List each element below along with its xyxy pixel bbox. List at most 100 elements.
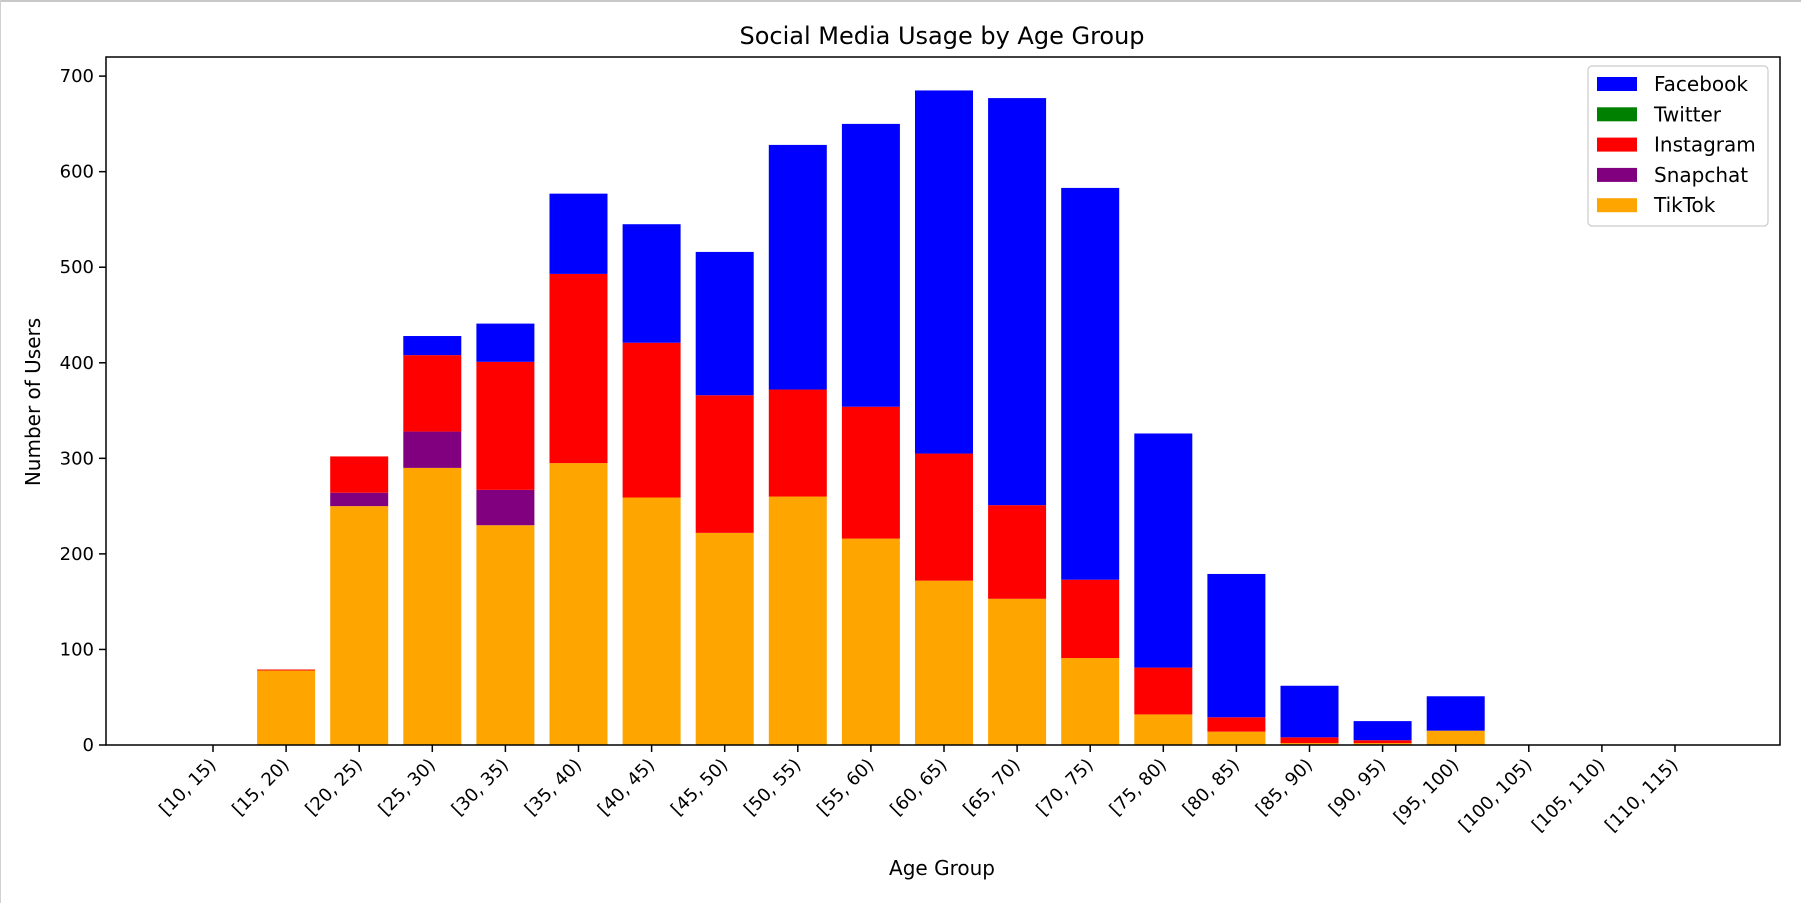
bar-tiktok-45-50 [695,532,754,745]
y-tick-label: 200 [60,544,94,565]
x-tick-label: [100, 105) [1455,755,1536,836]
x-axis-title: Age Group [889,856,995,880]
bar-tiktok-15-20 [257,670,316,745]
legend: Facebook Twitter Instagram Snapchat TikTok [1587,65,1769,227]
bar-instagram-25-30 [403,355,462,432]
bar-instagram-30-35 [476,361,535,490]
bar-facebook-90-95 [1353,721,1412,741]
bar-snapchat-20-25 [330,492,389,507]
bar-facebook-70-75 [1061,187,1120,580]
bar-facebook-40-45 [622,224,681,343]
y-axis: 0 100 200 300 400 500 600 700 [60,66,106,756]
x-tick-label: [95, 100) [1390,755,1463,828]
window-top-border [0,0,1801,2]
y-tick-label: 400 [60,353,94,374]
bar-tiktok-85-90 [1280,743,1339,745]
legend-swatch-facebook [1597,77,1637,91]
y-tick-label: 100 [60,639,94,660]
bar-instagram-90-95 [1353,740,1412,744]
bar-tiktok-30-35 [476,525,535,745]
x-tick-label: [55, 60) [813,755,878,820]
x-tick-label: [30, 35) [448,755,513,820]
x-tick-label: [105, 110) [1528,755,1609,836]
y-tick-label: 300 [60,448,94,469]
bar-tiktok-70-75 [1061,658,1120,745]
bar-facebook-75-80 [1134,433,1193,668]
x-tick-label: [90, 95) [1325,755,1390,820]
x-tick-label: [80, 85) [1179,755,1244,820]
bar-instagram-80-85 [1207,717,1266,732]
legend-label-twitter: Twitter [1653,102,1722,126]
bar-facebook-65-70 [988,98,1047,506]
y-axis-title: Number of Users [21,318,45,486]
bar-instagram-35-40 [549,273,608,464]
bar-snapchat-25-30 [403,431,462,468]
y-tick-label: 700 [60,66,94,87]
bar-tiktok-95-100 [1426,730,1485,745]
bar-instagram-75-80 [1134,667,1193,715]
y-tick-label: 500 [60,257,94,278]
bar-facebook-35-40 [549,193,608,274]
bar-instagram-15-20 [257,669,316,671]
x-tick-label: [65, 70) [959,755,1024,820]
plot-frame [105,56,1781,746]
x-tick-label: [70, 75) [1032,755,1097,820]
bar-tiktok-80-85 [1207,731,1266,745]
x-tick-label: [15, 20) [228,755,293,820]
bar-facebook-25-30 [403,336,462,356]
x-tick-label: [40, 45) [594,755,659,820]
bar-tiktok-35-40 [549,463,608,745]
bar-snapchat-30-35 [476,489,535,526]
bar-tiktok-25-30 [403,467,462,745]
bar-instagram-20-25 [330,456,389,493]
bar-facebook-55-60 [841,123,900,407]
bar-tiktok-50-55 [768,496,827,745]
bar-instagram-45-50 [695,395,754,533]
bar-tiktok-65-70 [988,598,1047,745]
bar-facebook-30-35 [476,323,535,362]
bar-facebook-95-100 [1426,696,1485,731]
x-tick-label: [10, 15) [155,755,220,820]
bar-instagram-60-65 [915,453,973,581]
bar-instagram-40-45 [622,342,681,498]
bars-layer [257,90,1485,745]
bar-instagram-65-70 [988,505,1047,599]
legend-label-instagram: Instagram [1654,133,1756,157]
bar-tiktok-55-60 [841,538,900,745]
x-tick-label: [50, 55) [740,755,805,820]
bar-instagram-85-90 [1280,737,1339,744]
bar-instagram-70-75 [1061,579,1120,659]
bar-facebook-85-90 [1280,685,1339,738]
x-tick-label: [75, 80) [1106,755,1171,820]
window-left-border [0,0,1,903]
x-tick-label: [25, 30) [375,755,440,820]
y-tick-label: 600 [60,162,94,183]
legend-label-facebook: Facebook [1654,72,1748,96]
x-tick-label: [85, 90) [1252,755,1317,820]
x-tick-label: [110, 115) [1601,755,1682,836]
bar-instagram-55-60 [841,406,900,539]
legend-box [1587,65,1769,227]
legend-swatch-tiktok [1597,198,1637,213]
y-tick-label: 0 [83,735,94,756]
x-tick-label: [45, 50) [667,755,732,820]
x-axis: [10, 15) [15, 20) [20, 25) [25, 30) [30, 35)… [155,745,1683,836]
bar-tiktok-75-80 [1134,714,1193,745]
x-tick-label: [60, 65) [886,755,951,820]
legend-label-tiktok: TikTok [1653,193,1716,217]
bar-tiktok-90-95 [1353,743,1412,745]
legend-swatch-instagram [1597,137,1637,152]
x-tick-label: [35, 40) [521,755,586,820]
legend-label-snapchat: Snapchat [1654,163,1748,187]
bar-facebook-50-55 [768,144,827,390]
bar-facebook-80-85 [1207,573,1266,718]
bar-tiktok-20-25 [330,506,389,745]
bar-facebook-60-65 [915,90,973,454]
bar-instagram-50-55 [768,389,827,497]
bar-facebook-45-50 [695,251,754,396]
chart-title: Social Media Usage by Age Group [739,22,1144,50]
bar-tiktok-40-45 [622,497,681,745]
legend-swatch-snapchat [1597,167,1637,182]
x-tick-label: [20, 25) [301,755,366,820]
